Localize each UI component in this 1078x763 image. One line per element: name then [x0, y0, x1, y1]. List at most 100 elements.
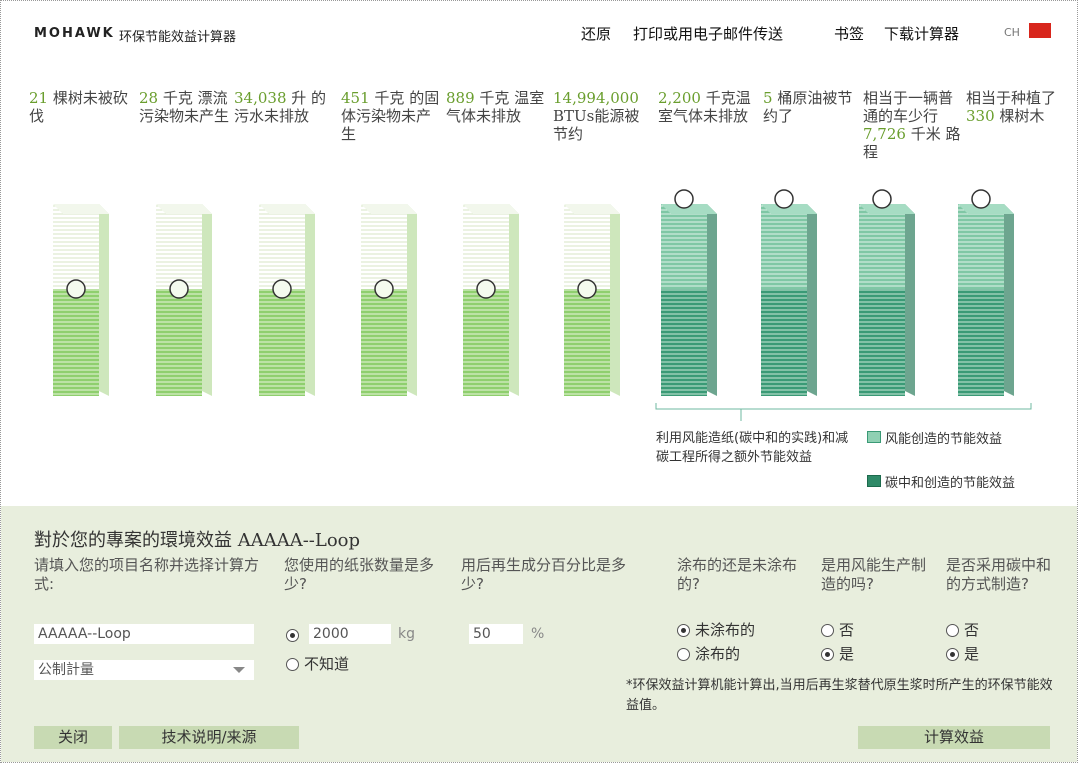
nav-link[interactable]: 还原	[581, 23, 611, 44]
radio-option[interactable]	[286, 626, 304, 644]
bar-top	[761, 204, 807, 289]
bar-top	[361, 204, 407, 289]
legend-label: 风能创造的节能效益	[885, 428, 1002, 447]
metric-value: 14,994,000	[553, 89, 639, 107]
metric: 21 棵树未被砍伐	[29, 89, 129, 125]
bar-bottom	[463, 289, 509, 396]
option-label: 未涂布的	[695, 621, 755, 639]
radio[interactable]	[946, 648, 959, 661]
bar-top	[156, 204, 202, 289]
bar-top	[859, 204, 905, 289]
radio-option[interactable]: 涂布的	[677, 643, 740, 664]
bar-bottom	[564, 289, 610, 396]
question: 请填入您的项目名称并选择计算方式:	[34, 556, 269, 594]
radio-option[interactable]: 未涂布的	[677, 619, 755, 640]
metric-value: 2,200	[658, 89, 701, 107]
option-label: 否	[964, 621, 979, 639]
recycled-input[interactable]: 50	[469, 624, 523, 644]
metric: 2,200 千克温室气体未排放	[658, 89, 758, 125]
app: MOHAWK 环保节能效益计算器 还原 打印或用电子邮件传送 书签 下载计算器 …	[0, 0, 1078, 763]
app-title: 环保节能效益计算器	[119, 26, 236, 45]
radio[interactable]	[677, 624, 690, 637]
project-name-input[interactable]: AAAAA--Loop	[34, 624, 254, 644]
metric-value: 5	[763, 89, 773, 107]
bar-bottom	[361, 289, 407, 396]
metric-text: 棵树木	[999, 107, 1044, 125]
calculate-button[interactable]: 计算效益	[858, 726, 1050, 749]
bar-top	[958, 204, 1004, 289]
radio-option[interactable]: 是	[821, 643, 854, 664]
unit: kg	[398, 626, 415, 642]
radio[interactable]	[286, 629, 299, 642]
metric: 34,038 升 的污水未排放	[234, 89, 334, 125]
bar-bottom	[661, 289, 707, 396]
question: 您使用的纸张数量是多少?	[284, 556, 449, 594]
nav-link[interactable]: 书签	[834, 23, 864, 44]
bar-side	[905, 204, 915, 396]
radio[interactable]	[821, 624, 834, 637]
bar-bottom	[958, 289, 1004, 396]
bar-side	[99, 204, 109, 396]
option-label: 涂布的	[695, 645, 740, 663]
metric-value: 34,038	[234, 89, 287, 107]
bar-icon	[273, 280, 291, 298]
option-label: 是	[839, 645, 854, 663]
unit: %	[531, 626, 544, 642]
bracket	[656, 403, 1031, 421]
question: 涂布的还是未涂布的?	[677, 556, 807, 594]
radio-option[interactable]: 不知道	[286, 653, 349, 674]
bar-side	[807, 204, 817, 396]
nav-link[interactable]: 下载计算器	[884, 23, 959, 44]
metric-text: 桶原油被节约了	[763, 89, 852, 125]
radio[interactable]	[946, 624, 959, 637]
metric: 451 千克 的固体污染物未产生	[341, 89, 441, 143]
bar-top	[661, 204, 707, 289]
legend-label: 碳中和创造的节能效益	[885, 472, 1015, 491]
bar-icon	[873, 190, 891, 208]
metric-value: 28	[139, 89, 158, 107]
legend-swatch	[867, 475, 881, 487]
bar-bottom	[53, 289, 99, 396]
bar-top	[53, 204, 99, 289]
radio[interactable]	[677, 648, 690, 661]
bar-side	[407, 204, 417, 396]
radio-option[interactable]: 否	[821, 619, 854, 640]
metric-value: 451	[341, 89, 370, 107]
question: 是用风能生产制造的吗?	[821, 556, 931, 594]
paper-amount-input[interactable]: 2000	[309, 624, 391, 644]
metric: 889 千克 温室气体未排放	[446, 89, 546, 125]
bar-icon	[67, 280, 85, 298]
language[interactable]: CH	[1004, 26, 1020, 39]
metric-value: 330	[966, 107, 995, 125]
bar-bottom	[761, 289, 807, 396]
radio-option[interactable]: 否	[946, 619, 979, 640]
dropdown-arrow	[233, 667, 245, 673]
form-title: 對於您的專案的環境效益 AAAAA--Loop	[34, 526, 360, 552]
bar-bottom	[156, 289, 202, 396]
body: MOHAWK 环保节能效益计算器 还原 打印或用电子邮件传送 书签 下载计算器 …	[0, 0, 1078, 763]
bar-top	[259, 204, 305, 289]
legend-note: 利用风能造纸(碳中和的实践)和减碳工程所得之额外节能效益	[656, 429, 856, 467]
radio[interactable]	[286, 658, 299, 671]
question: 是否采用碳中和的方式制造?	[946, 556, 1061, 594]
metric-text: BTUs能源被节约	[553, 107, 639, 143]
metric: 相当于一辆普通的车少行7,726 千米 路程	[863, 89, 963, 161]
bar-side	[509, 204, 519, 396]
page: Mohawk {"header":{"brand":"MOHAWK","app_…	[0, 0, 1078, 763]
metric-value: 21	[29, 89, 48, 107]
bar-side	[610, 204, 620, 396]
nav-link[interactable]: 打印或用电子邮件传送	[633, 23, 783, 44]
legend-swatch	[867, 431, 881, 443]
metric-value: 7,726	[863, 125, 906, 143]
source-button[interactable]: 技术说明/来源	[119, 726, 299, 749]
radio-option[interactable]: 是	[946, 643, 979, 664]
metric: 28 千克 漂流污染物未产生	[139, 89, 239, 125]
measure-select[interactable]: 公制計量	[34, 660, 254, 680]
flag[interactable]	[1029, 23, 1051, 38]
radio[interactable]	[821, 648, 834, 661]
close-button[interactable]: 关闭	[34, 726, 112, 749]
bar-icon	[170, 280, 188, 298]
metric-prefix: 相当于种植了	[966, 89, 1056, 107]
bar-icon	[775, 190, 793, 208]
bar-bottom	[259, 289, 305, 396]
